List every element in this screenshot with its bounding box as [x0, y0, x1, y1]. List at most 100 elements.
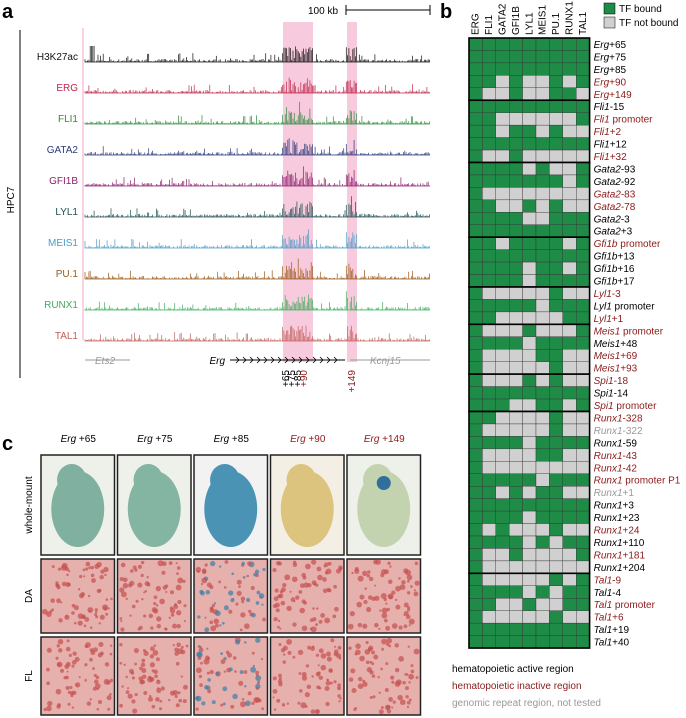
cell-texture — [105, 598, 109, 601]
cell — [535, 473, 550, 487]
cell-texture — [127, 693, 133, 699]
row-suffix: -3 — [621, 214, 630, 225]
cell-texture — [195, 707, 199, 711]
cell-texture — [244, 623, 250, 630]
cell-texture — [138, 625, 143, 630]
row-gene: Erg — [594, 77, 610, 88]
row-label: Runx1 promoter P1 — [594, 476, 681, 487]
cell-texture — [204, 616, 207, 619]
cell — [468, 50, 483, 64]
cell — [535, 398, 550, 412]
cell-texture — [119, 587, 125, 593]
cell — [495, 336, 510, 350]
cell-texture — [362, 570, 368, 577]
cell — [468, 411, 483, 425]
cell-texture — [316, 566, 322, 572]
row-gene: Runx1 — [594, 438, 623, 449]
cell-texture — [244, 641, 247, 644]
cell — [576, 137, 590, 151]
cell — [562, 174, 577, 188]
cell — [522, 423, 537, 437]
cell — [468, 523, 483, 537]
cell-texture — [301, 599, 306, 604]
cell-texture — [98, 641, 104, 647]
cell-texture — [406, 608, 411, 612]
cell-texture — [89, 698, 93, 701]
cell-texture — [272, 567, 277, 573]
row-gene: Lyl1 — [594, 314, 612, 325]
legend-label: TF bound — [619, 4, 662, 15]
cell — [495, 610, 510, 624]
cell-texture — [277, 619, 281, 623]
cell-texture — [241, 600, 245, 604]
cell-texture — [255, 601, 260, 605]
signal-track — [84, 77, 430, 94]
highlight — [295, 22, 301, 362]
cell — [468, 311, 483, 325]
cell — [576, 50, 590, 64]
row-gene: Gata2 — [594, 202, 622, 213]
cell-texture — [172, 623, 177, 629]
cell — [482, 137, 496, 151]
track-label: LYL1 — [55, 207, 78, 218]
cell-texture — [388, 594, 393, 600]
cell-texture — [213, 618, 220, 625]
cell-texture — [310, 709, 316, 714]
row-label: Gata2-93 — [594, 164, 636, 175]
cell-texture — [261, 603, 264, 606]
row-label: Runx1+24 — [594, 526, 640, 537]
row-label: Gata2-83 — [594, 189, 636, 200]
cell-texture — [273, 596, 279, 602]
row-label: Tal1-4 — [594, 588, 622, 599]
cell — [576, 199, 590, 213]
cell — [535, 510, 550, 524]
row-suffix: +32 — [610, 152, 627, 163]
cell — [562, 249, 577, 263]
cell — [562, 573, 577, 586]
cell-texture — [312, 607, 315, 610]
cell-texture — [333, 649, 339, 655]
cell — [562, 37, 577, 51]
highlight — [283, 22, 289, 362]
cell-texture — [236, 590, 242, 596]
cell — [495, 137, 510, 151]
cell — [576, 124, 590, 138]
cell — [562, 386, 577, 400]
cell — [522, 187, 537, 201]
cell-texture — [315, 653, 320, 657]
cell-texture — [68, 653, 72, 657]
cell-texture — [348, 677, 354, 682]
cell — [468, 610, 483, 624]
cell-texture — [407, 606, 411, 610]
cell-texture — [69, 685, 73, 690]
gene-arrow — [270, 356, 275, 364]
cell — [509, 87, 523, 101]
cell-texture — [46, 667, 50, 672]
cell — [468, 274, 483, 288]
cell — [495, 274, 510, 288]
cell — [509, 212, 523, 225]
cell — [468, 598, 483, 611]
row-suffix: +3 — [623, 501, 635, 512]
row-title: FL — [24, 670, 35, 682]
cell-texture — [390, 675, 395, 680]
cell — [495, 423, 510, 437]
cell — [482, 523, 496, 537]
cell-texture — [243, 670, 248, 674]
cell-texture — [240, 612, 246, 618]
cell — [482, 610, 496, 624]
cell-texture — [324, 685, 330, 691]
row-gene: Fli1 — [594, 102, 610, 113]
cell-texture — [183, 604, 187, 608]
cell-texture — [155, 604, 159, 607]
column-title: Erg +75 — [137, 434, 173, 445]
cell-texture — [211, 603, 215, 608]
cell — [522, 361, 537, 375]
cell — [549, 212, 564, 225]
row-label: Tal1+6 — [594, 613, 624, 624]
gene-arrow — [263, 356, 268, 364]
track-label: MEIS1 — [48, 238, 78, 249]
row-gene: Tal1 — [594, 613, 613, 624]
cell-texture — [281, 703, 286, 707]
cell — [535, 635, 550, 649]
